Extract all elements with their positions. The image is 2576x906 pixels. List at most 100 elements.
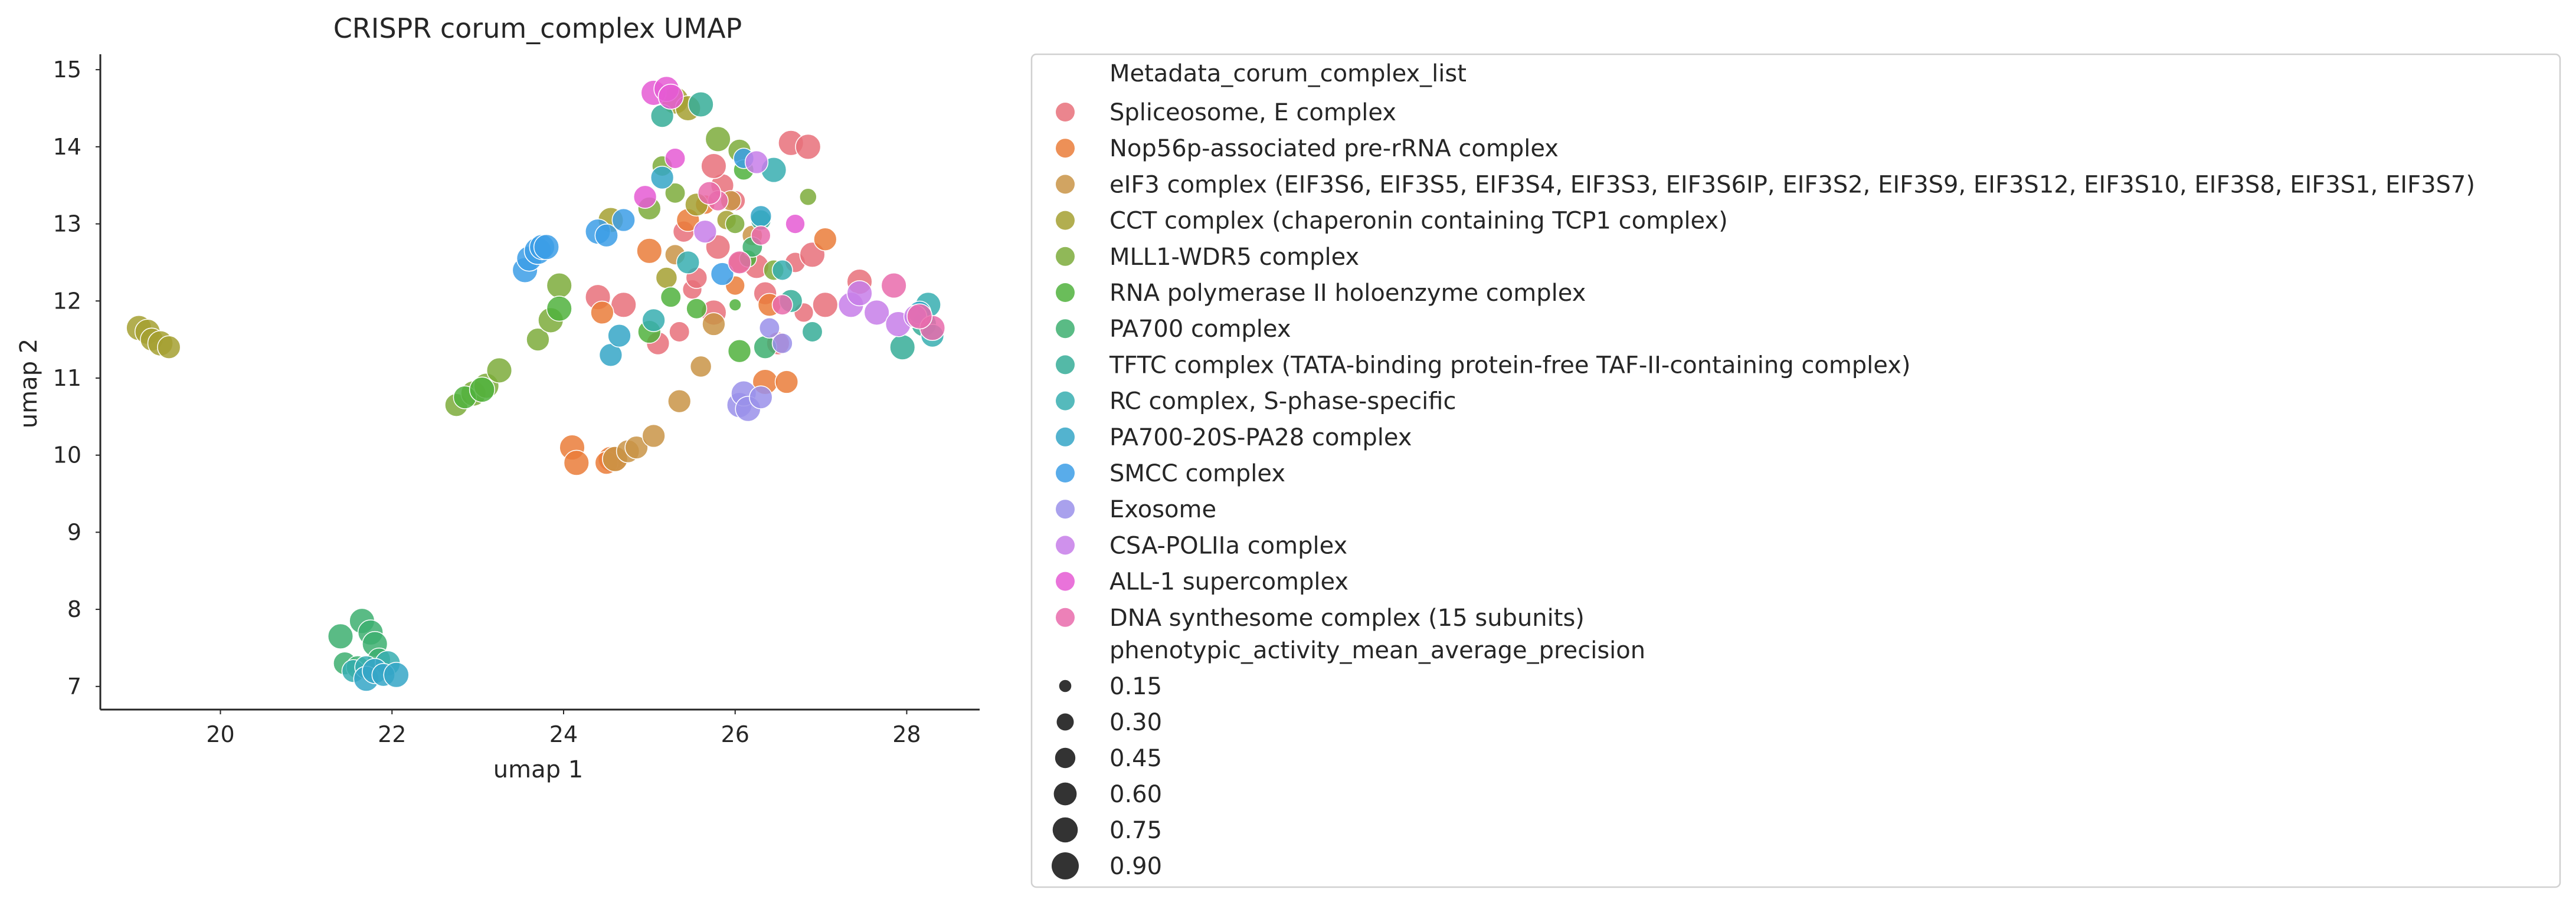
legend-label-7: TFTC complex (TATA-binding protein-free … bbox=[1109, 352, 1910, 379]
point-4-4 bbox=[526, 327, 550, 352]
legend-marker-0 bbox=[1056, 103, 1075, 122]
legend-marker-9 bbox=[1056, 427, 1075, 447]
point-5-9 bbox=[728, 298, 742, 311]
x-tick-label-0: 20 bbox=[206, 721, 234, 747]
legend-label-9: PA700-20S-PA28 complex bbox=[1109, 424, 1412, 451]
points-layer bbox=[126, 76, 946, 692]
legend-hue-entries: Spliceosome, E complex Nop56p-associated … bbox=[1056, 99, 2475, 632]
point-9-7 bbox=[749, 205, 773, 228]
legend-label-1: Nop56p-associated pre-rRNA complex bbox=[1109, 135, 1559, 162]
point-5-4 bbox=[660, 286, 682, 308]
x-tick-label-4: 28 bbox=[892, 721, 921, 747]
legend-label-14: DNA synthesome complex (15 subunits) bbox=[1109, 605, 1585, 632]
point-1-12 bbox=[813, 227, 837, 251]
legend-size-label-1: 0.30 bbox=[1109, 709, 1162, 736]
legend-marker-11 bbox=[1056, 500, 1075, 519]
point-13-5 bbox=[785, 214, 806, 234]
y-tick-label-0: 7 bbox=[67, 674, 81, 700]
point-12-3 bbox=[846, 280, 873, 307]
x-tick-label-1: 22 bbox=[378, 721, 406, 747]
legend-size-marker-1 bbox=[1056, 713, 1074, 731]
point-0-1 bbox=[610, 291, 637, 318]
y-tick-label-3: 10 bbox=[53, 442, 81, 468]
legend-label-3: CCT complex (chaperonin containing TCP1 … bbox=[1109, 208, 1728, 235]
point-2-3 bbox=[641, 424, 666, 448]
chart-title: CRISPR corum_complex UMAP bbox=[333, 12, 742, 44]
point-9-5 bbox=[607, 323, 631, 348]
legend-marker-1 bbox=[1056, 139, 1075, 158]
x-axis-label: umap 1 bbox=[493, 756, 583, 783]
point-4-3 bbox=[486, 357, 513, 383]
legend-size-marker-4 bbox=[1052, 817, 1078, 843]
point-7-4 bbox=[801, 321, 823, 343]
legend-size-label-0: 0.15 bbox=[1109, 673, 1162, 700]
point-11-4 bbox=[758, 317, 780, 339]
legend-marker-4 bbox=[1056, 247, 1075, 266]
point-8-3 bbox=[641, 308, 666, 333]
point-1-1 bbox=[563, 449, 590, 476]
point-13-3 bbox=[633, 185, 657, 209]
legend: Metadata_corum_complex_list Spliceosome,… bbox=[1030, 53, 2561, 888]
legend-marker-8 bbox=[1056, 391, 1075, 411]
legend-label-11: Exosome bbox=[1109, 496, 1216, 523]
point-9-3 bbox=[383, 662, 410, 688]
legend-label-13: ALL-1 supercomplex bbox=[1109, 569, 1348, 596]
y-tick-label-7: 14 bbox=[53, 134, 81, 160]
legend-size-label-2: 0.45 bbox=[1109, 745, 1162, 772]
point-10-4 bbox=[533, 234, 559, 260]
point-2-6 bbox=[702, 312, 726, 336]
legend-label-5: RNA polymerase II holoenzyme complex bbox=[1109, 280, 1586, 307]
point-14-4 bbox=[881, 273, 907, 299]
point-3-6 bbox=[655, 267, 678, 289]
point-1-11 bbox=[774, 370, 799, 394]
legend-marker-2 bbox=[1056, 175, 1075, 194]
legend-hue-title: Metadata_corum_complex_list bbox=[1109, 60, 1467, 87]
legend-size-title: phenotypic_activity_mean_average_precisi… bbox=[1109, 637, 1645, 664]
point-6-0 bbox=[327, 623, 354, 649]
point-0-18 bbox=[812, 291, 839, 318]
point-4-11 bbox=[725, 214, 745, 234]
point-9-6 bbox=[650, 165, 675, 190]
point-0-14 bbox=[795, 133, 821, 160]
point-13-4 bbox=[665, 147, 686, 169]
point-14-6 bbox=[906, 303, 933, 330]
point-0-21 bbox=[669, 321, 690, 343]
point-2-2 bbox=[624, 435, 649, 459]
legend-size-label-4: 0.75 bbox=[1109, 817, 1162, 844]
point-14-3 bbox=[771, 294, 793, 316]
y-tick-label-2: 9 bbox=[67, 519, 81, 545]
legend-label-0: Spliceosome, E complex bbox=[1109, 99, 1396, 126]
legend-marker-6 bbox=[1056, 319, 1075, 339]
x-ticks: 20 22 24 26 28 bbox=[206, 710, 921, 747]
point-4-8 bbox=[665, 182, 686, 204]
point-7-1 bbox=[688, 91, 714, 118]
point-12-1 bbox=[744, 150, 769, 175]
y-axis-label: umap 2 bbox=[15, 339, 42, 428]
legend-label-4: MLL1-WDR5 complex bbox=[1109, 244, 1359, 271]
point-1-6 bbox=[636, 238, 663, 264]
y-tick-label-4: 11 bbox=[53, 365, 81, 391]
legend-marker-10 bbox=[1056, 464, 1075, 482]
x-tick-label-3: 26 bbox=[721, 721, 749, 747]
point-5-6 bbox=[727, 339, 752, 363]
legend-marker-3 bbox=[1056, 211, 1075, 230]
y-tick-label-5: 12 bbox=[53, 288, 81, 314]
point-0-20 bbox=[701, 153, 727, 179]
legend-size-entries: 0.15 0.30 0.45 0.60 0.75 0.90 bbox=[1052, 673, 1162, 880]
point-3-4 bbox=[157, 335, 181, 359]
legend-marker-7 bbox=[1056, 355, 1075, 375]
point-10-6 bbox=[594, 224, 618, 248]
point-8-4 bbox=[676, 250, 700, 275]
legend-label-2: eIF3 complex (EIF3S6, EIF3S5, EIF3S4, EI… bbox=[1109, 171, 2475, 198]
legend-size-marker-0 bbox=[1059, 680, 1072, 692]
y-ticks: 7 8 9 10 11 12 13 14 15 bbox=[53, 57, 100, 700]
point-12-4 bbox=[863, 299, 890, 326]
legend-label-8: RC complex, S-phase-specific bbox=[1109, 388, 1456, 415]
x-tick-label-2: 24 bbox=[549, 721, 578, 747]
y-tick-label-6: 13 bbox=[53, 211, 81, 237]
point-11-3 bbox=[749, 385, 773, 409]
point-8-6 bbox=[771, 260, 793, 281]
y-tick-label-8: 15 bbox=[53, 57, 81, 83]
legend-label-10: SMCC complex bbox=[1109, 460, 1285, 487]
